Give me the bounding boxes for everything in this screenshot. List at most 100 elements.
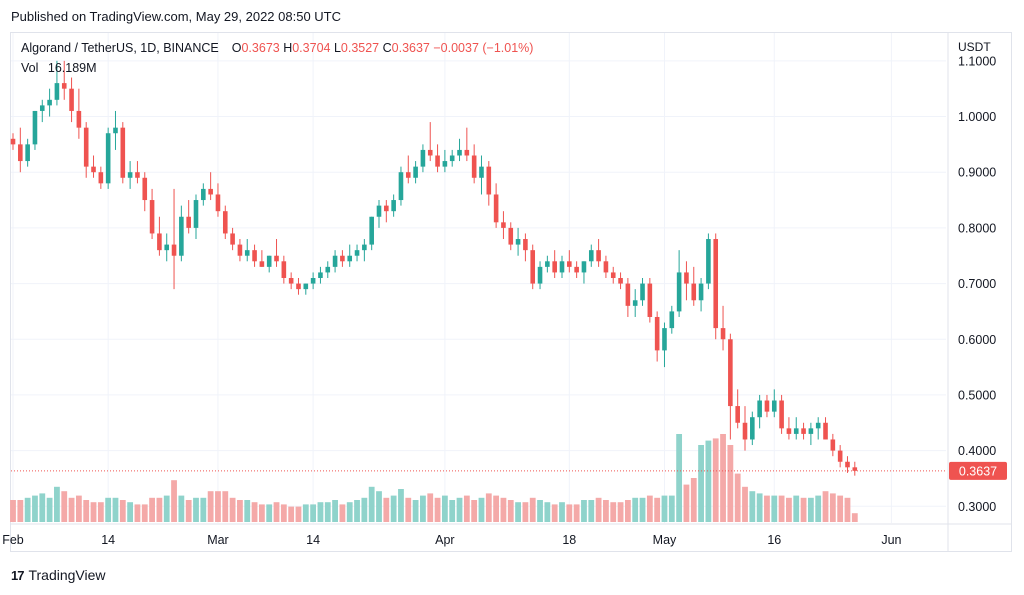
candle-body: [684, 272, 689, 284]
candle-body: [222, 211, 228, 234]
candle-body: [486, 166, 492, 195]
candle-body: [259, 261, 265, 267]
high-label: H: [283, 41, 293, 55]
candle-body: [215, 194, 221, 212]
candle-body: [244, 250, 250, 256]
volume-bar: [339, 504, 346, 522]
volume-bar: [441, 495, 448, 522]
candle-body: [750, 417, 755, 440]
tradingview-brand[interactable]: 17 TradingView: [11, 567, 106, 583]
x-tick-label: 18: [562, 533, 576, 547]
volume-bar: [68, 497, 75, 522]
candle-body: [318, 272, 323, 278]
volume-bar: [573, 504, 580, 522]
candle-body: [588, 250, 594, 262]
candle-body: [347, 255, 353, 262]
x-tick-label: Apr: [435, 533, 454, 547]
volume-bar: [610, 502, 617, 522]
volume-bar: [742, 486, 748, 522]
candle-body: [676, 272, 682, 312]
volume-bar: [280, 504, 287, 522]
volume-bar: [412, 500, 419, 522]
candle-body: [720, 328, 726, 340]
candle-body: [135, 172, 140, 178]
volume-bar: [390, 495, 397, 522]
candle-body: [574, 266, 579, 273]
candle-body: [281, 261, 287, 278]
volume-bar: [771, 495, 778, 522]
candle-body: [310, 278, 316, 284]
tradingview-logo-icon: 17: [11, 567, 25, 583]
candle-body: [193, 200, 199, 228]
close-value: 0.3637: [391, 41, 430, 55]
volume-bar: [764, 495, 770, 522]
symbol-label[interactable]: Algorand / TetherUS, 1D, BINANCE: [21, 41, 219, 55]
volume-bar: [807, 497, 814, 522]
candle-body: [76, 110, 82, 128]
candle-body: [18, 144, 23, 162]
volume-bar: [778, 495, 785, 522]
candle-body: [113, 127, 118, 134]
candle-body: [545, 261, 550, 267]
volume-bar: [851, 513, 858, 522]
volume-bar: [632, 497, 639, 522]
volume-bar: [383, 497, 390, 522]
x-tick-label: Jun: [881, 533, 901, 547]
y-tick-label: 0.4000: [958, 444, 996, 458]
volume-bar: [654, 497, 661, 522]
volume-bar: [83, 500, 90, 522]
volume-bar: [75, 495, 82, 522]
candle-body: [698, 283, 704, 301]
volume-value: 16.189M: [47, 61, 97, 75]
volume-bar: [749, 491, 756, 522]
candle-body: [757, 400, 762, 418]
volume-bar: [683, 484, 690, 522]
volume-bar: [229, 497, 236, 522]
candle-body: [713, 239, 719, 329]
volume-label: Vol: [21, 61, 39, 75]
candle-body: [413, 166, 418, 178]
volume-bar: [449, 500, 456, 522]
open-label: O: [231, 41, 242, 55]
candle-body: [384, 205, 389, 212]
candle-body: [332, 255, 338, 267]
candle-body: [830, 439, 836, 451]
volume-bar: [485, 493, 492, 522]
volume-bar: [478, 497, 485, 522]
last-price-badge: [949, 461, 1007, 480]
volume-bar: [844, 497, 851, 522]
volume-bar: [141, 504, 148, 522]
volume-bar: [420, 495, 426, 522]
candle-body: [493, 194, 499, 223]
candle-body: [171, 244, 177, 256]
volume-bar: [595, 497, 602, 522]
candle-body: [815, 422, 821, 429]
candle-body: [559, 261, 565, 273]
candle-body: [537, 266, 543, 284]
candle-body: [237, 244, 243, 256]
published-caption: Published on TradingView.com, May 29, 20…: [11, 9, 342, 24]
candle-body: [632, 300, 638, 306]
candle-body: [801, 428, 806, 434]
candle-body: [435, 155, 440, 167]
volume-bar: [588, 500, 595, 522]
volume-bar: [456, 497, 463, 522]
volume-bar: [10, 500, 16, 522]
volume-bar: [222, 491, 229, 522]
candle-body: [325, 266, 331, 273]
volume-bar: [295, 506, 302, 522]
y-tick-label: 1.1000: [958, 54, 996, 68]
volume-bar: [149, 497, 155, 522]
y-tick-label: 0.3000: [958, 500, 996, 514]
candle-body: [391, 200, 396, 212]
candle-body: [179, 216, 184, 256]
candle-body: [61, 83, 67, 89]
candle-body: [669, 311, 675, 329]
candle-body: [266, 255, 272, 267]
candle-body: [530, 250, 536, 284]
volume-bar: [529, 497, 536, 522]
candle-body: [47, 99, 52, 106]
volume-bar: [258, 504, 265, 522]
volume-bar: [134, 504, 141, 522]
